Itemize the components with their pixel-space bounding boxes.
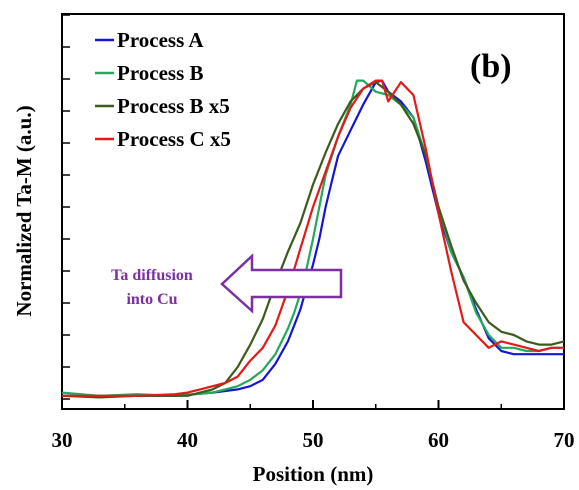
y-axis-label: Normalized Ta-M (a.u.) <box>12 105 36 316</box>
left-arrow-icon <box>220 253 343 314</box>
annotation-line-1: Ta diffusion <box>111 267 193 284</box>
series-line-3 <box>61 81 565 399</box>
legend-entry: Process A <box>117 28 204 52</box>
series-line-2 <box>61 79 564 397</box>
y-axis-ticks <box>62 14 70 400</box>
x-axis-label: Position (nm) <box>253 462 374 486</box>
annotation-line-2: into Cu <box>126 291 177 308</box>
x-tick-label: 60 <box>428 428 449 452</box>
x-tick-label: 70 <box>554 428 575 452</box>
annotation: Ta diffusion into Cu <box>111 253 343 314</box>
x-tick-label: 30 <box>52 428 73 452</box>
series-layer <box>61 79 565 399</box>
series-line-4 <box>62 79 564 397</box>
legend: Process A Process B Process B x5 Process C … <box>95 28 231 151</box>
x-tick-label: 50 <box>303 428 324 452</box>
panel-label: (b) <box>470 48 512 85</box>
x-tick-label: 40 <box>177 428 198 452</box>
legend-entry: Process B <box>117 61 204 85</box>
x-axis-ticks: 30 40 50 60 70 <box>52 400 575 452</box>
legend-entry: Process B x5 <box>117 94 230 118</box>
legend-entry: Process C x5 <box>117 127 231 151</box>
